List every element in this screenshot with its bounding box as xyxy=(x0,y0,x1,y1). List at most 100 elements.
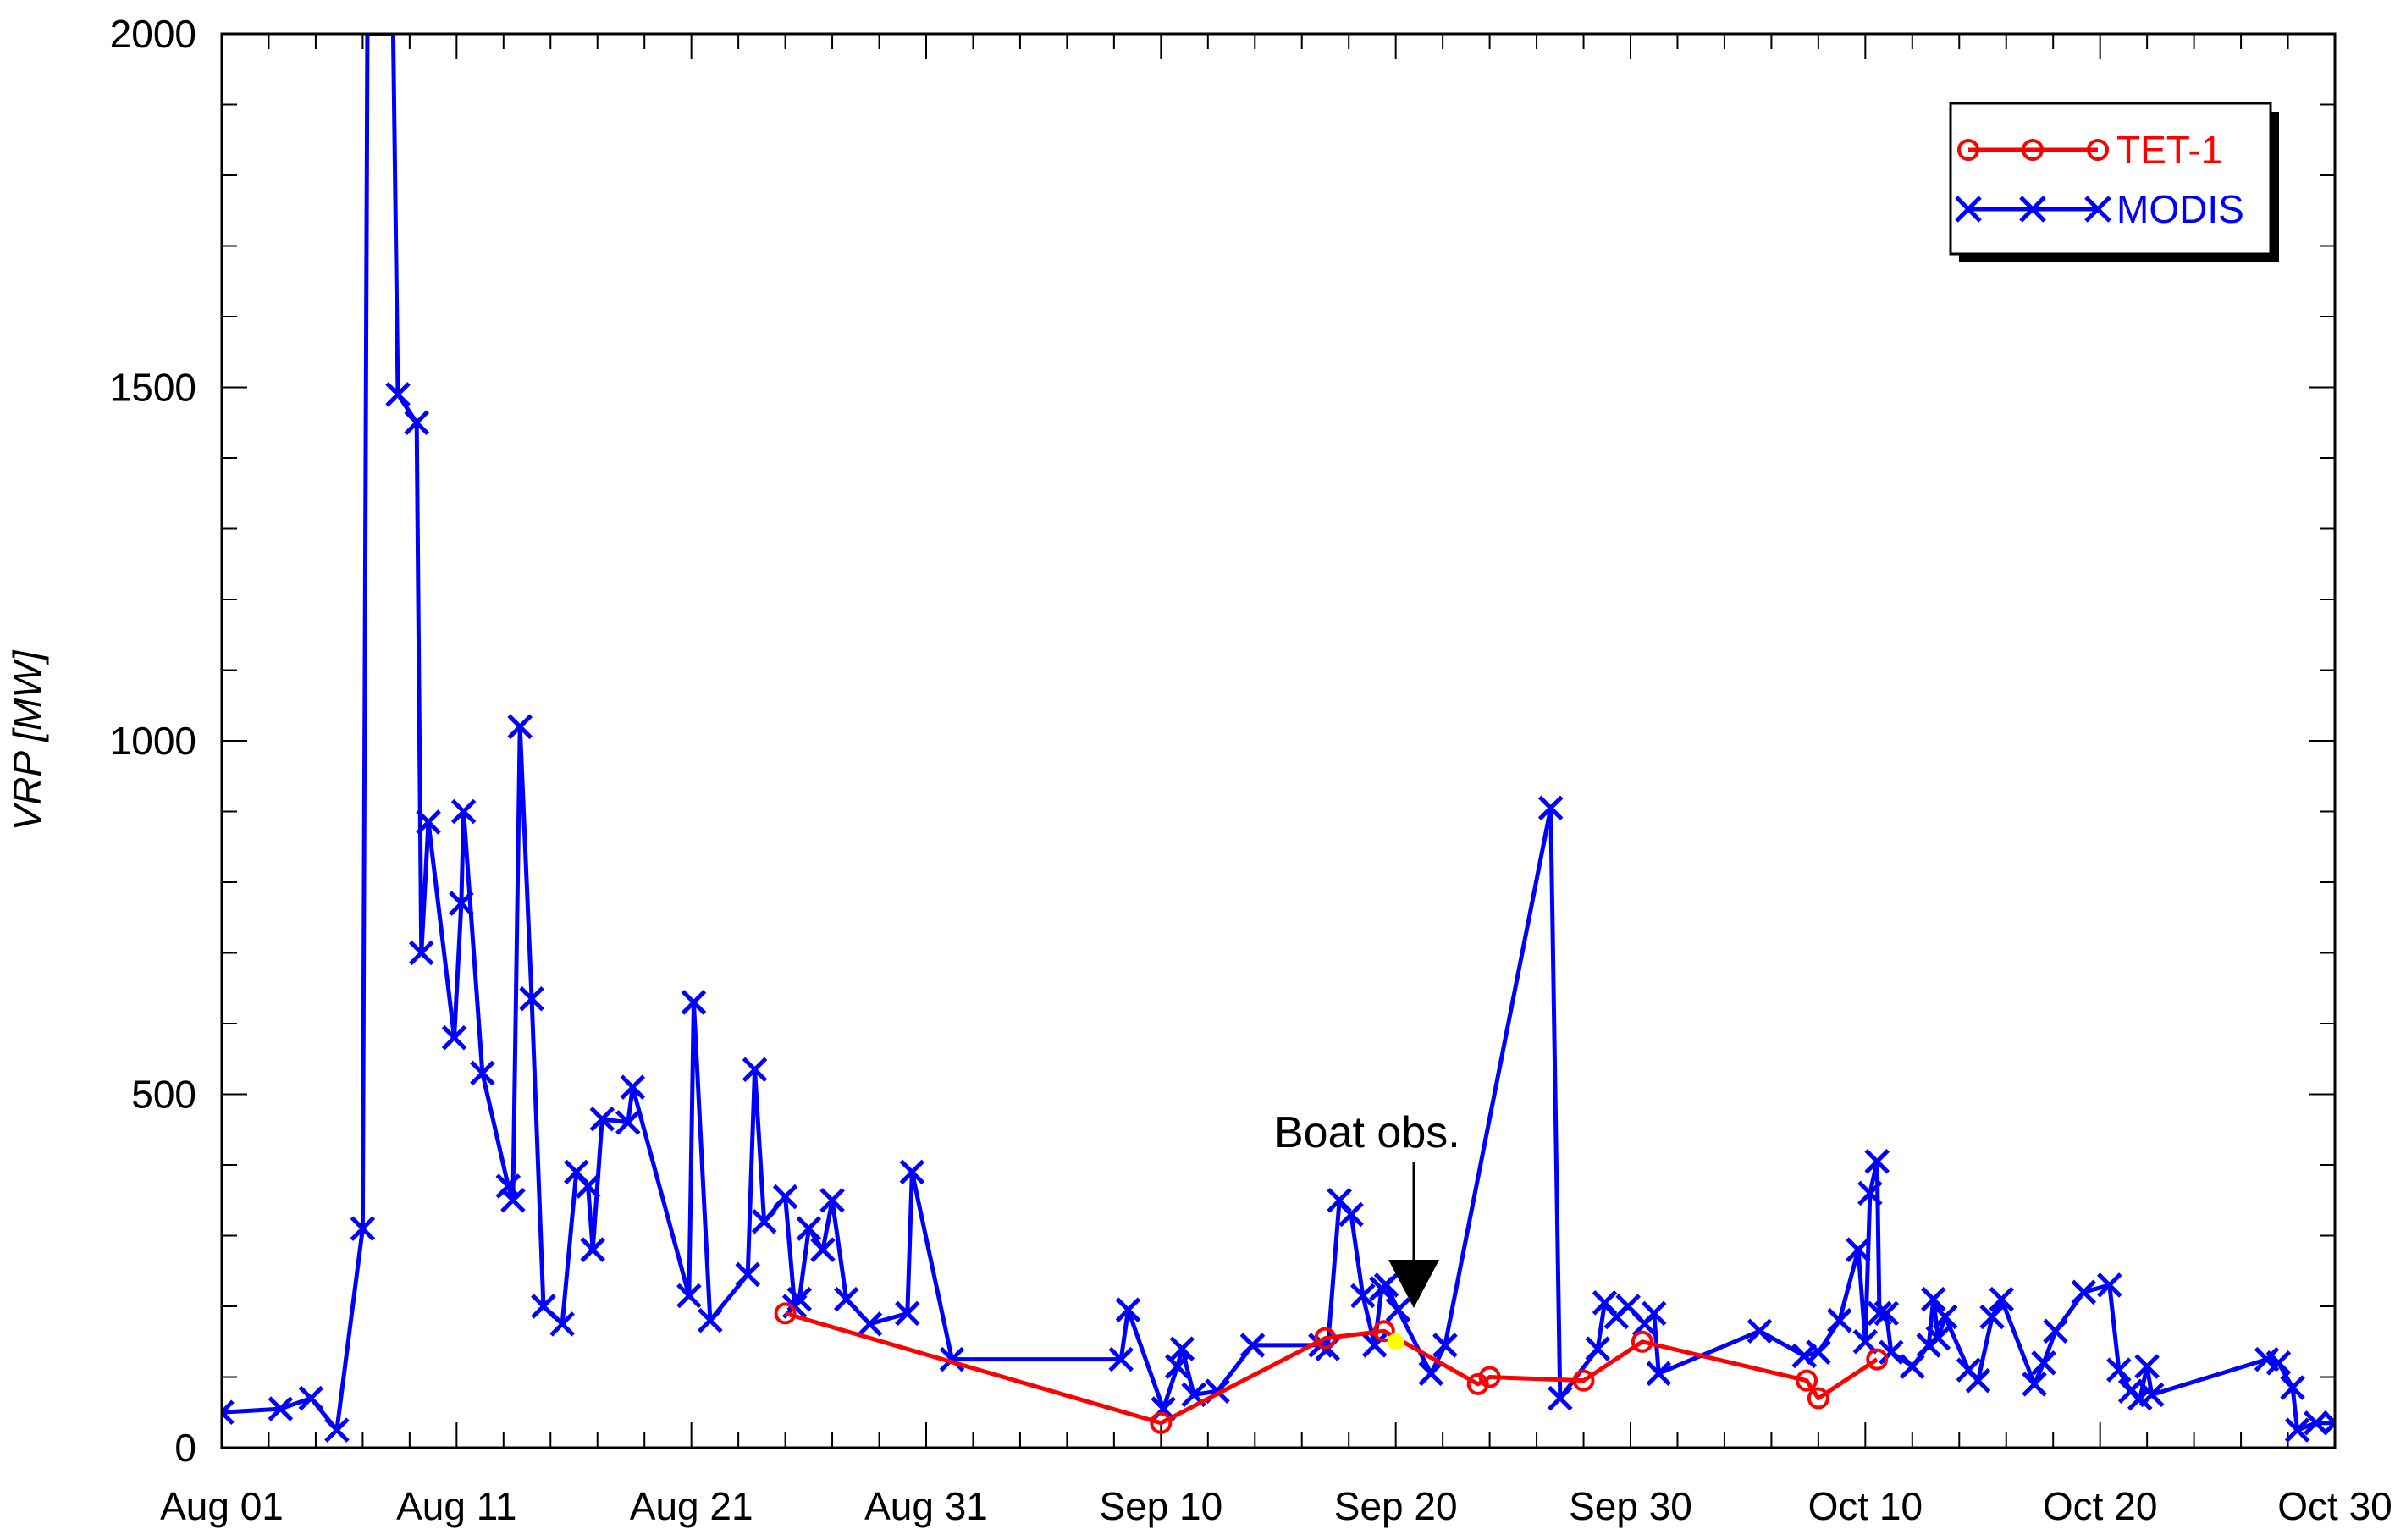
modis-point xyxy=(324,1417,350,1443)
modis-point xyxy=(1169,1336,1195,1361)
modis-point xyxy=(1641,1300,1667,1327)
x-tick-label: Aug 21 xyxy=(630,1484,753,1528)
modis-point xyxy=(1965,1367,1991,1394)
legend-item-modis: MODIS xyxy=(1955,187,2244,231)
modis-point xyxy=(1646,1361,1672,1387)
legend-modis-label: MODIS xyxy=(2116,187,2244,231)
annotation-label: Boat obs. xyxy=(1274,1108,1460,1157)
legend: TET-1 MODIS xyxy=(1949,102,2279,262)
modis-point xyxy=(589,1106,615,1132)
tet1-line xyxy=(784,1311,1879,1426)
modis-point xyxy=(1920,1286,1946,1312)
modis-point xyxy=(1864,1149,1890,1174)
modis-point xyxy=(1989,1286,2014,1312)
modis-point xyxy=(895,1300,920,1327)
modis-point xyxy=(1827,1307,1852,1333)
x-tick-label: Aug 31 xyxy=(864,1484,988,1528)
modis-point xyxy=(222,1399,235,1426)
modis-point xyxy=(495,1173,521,1199)
modis-point xyxy=(350,1216,376,1241)
modis-point xyxy=(2043,1318,2068,1344)
y-tick-label: 1500 xyxy=(110,366,196,410)
modis-point xyxy=(1867,1300,1892,1327)
modis-point xyxy=(1857,1180,1883,1206)
legend-tet1-marker xyxy=(2022,139,2044,161)
modis-point xyxy=(385,382,411,407)
modis-point xyxy=(580,1237,605,1262)
modis-point xyxy=(2096,1272,2122,1298)
y-tick-labels: 0 500 1000 1500 2000 xyxy=(110,12,196,1470)
legend-tet1-marker xyxy=(2087,139,2109,161)
x-tick-label: Sep 10 xyxy=(1099,1484,1222,1528)
modis-point xyxy=(1925,1325,1951,1351)
modis-point xyxy=(2322,1410,2335,1436)
y-tick-label: 0 xyxy=(174,1426,196,1470)
modis-point xyxy=(857,1311,883,1337)
modis-point xyxy=(742,1057,768,1083)
boat-obs-annotation: Boat obs. xyxy=(1274,1108,1460,1308)
y-tick-label: 2000 xyxy=(110,12,196,56)
modis-point xyxy=(449,891,474,916)
modis-line xyxy=(222,34,2335,1432)
plot-frame xyxy=(220,32,2337,1449)
modis-point xyxy=(819,1187,845,1213)
modis-point xyxy=(1846,1237,1871,1262)
legend-tet1-marker xyxy=(1957,139,1979,161)
modis-point xyxy=(1164,1354,1190,1379)
modis-point xyxy=(450,798,477,825)
series-modis xyxy=(222,34,2335,1443)
tet1-point xyxy=(774,1302,797,1325)
modis-point xyxy=(1979,1304,2005,1330)
modis-point xyxy=(2106,1357,2132,1383)
modis-point xyxy=(1350,1283,1376,1309)
modis-point xyxy=(620,1074,646,1100)
annotation-arrow-head xyxy=(1388,1260,1439,1308)
modis-point xyxy=(1338,1201,1364,1228)
legend-item-tet1: TET-1 xyxy=(1957,128,2222,172)
tet1-point xyxy=(1866,1348,1889,1371)
modis-point xyxy=(2022,1372,2047,1397)
modis-point xyxy=(1852,1328,1879,1355)
series-tet1 xyxy=(774,1302,1889,1434)
modis-point xyxy=(1115,1297,1141,1322)
modis-point xyxy=(2280,1375,2305,1400)
x-tick-label: Oct 30 xyxy=(2277,1484,2392,1528)
modis-point xyxy=(2304,1410,2329,1436)
x-tick-label: Oct 10 xyxy=(1808,1484,1923,1528)
modis-point xyxy=(1932,1304,1958,1330)
modis-point xyxy=(268,1396,294,1421)
modis-point xyxy=(2265,1350,2292,1376)
modis-point xyxy=(2138,1382,2165,1408)
tet1-point xyxy=(1807,1387,1829,1410)
modis-point xyxy=(2284,1417,2310,1443)
modis-point xyxy=(470,1060,495,1086)
modis-point xyxy=(408,940,434,966)
x-tick-label: Sep 20 xyxy=(1334,1484,1458,1528)
x-tick-label: Aug 11 xyxy=(396,1484,516,1528)
tet1-point xyxy=(1631,1330,1653,1353)
modis-point xyxy=(441,1024,467,1051)
modis-point xyxy=(549,1311,575,1337)
modis-point xyxy=(416,809,441,835)
modis-point xyxy=(575,1173,601,1199)
modis-point xyxy=(2134,1354,2160,1379)
modis-point xyxy=(1108,1346,1134,1372)
x-tick-label: Aug 01 xyxy=(160,1484,284,1528)
modis-point xyxy=(1239,1333,1266,1358)
modis-point xyxy=(899,1159,925,1185)
tet1-point xyxy=(1150,1411,1173,1434)
x-tick-label: Oct 20 xyxy=(2043,1484,2158,1528)
modis-point xyxy=(1806,1339,1831,1366)
y-axis-title: VRP [MW] xyxy=(5,649,49,831)
x-tick-label: Sep 30 xyxy=(1569,1484,1692,1528)
modis-point xyxy=(507,714,533,740)
modis-point xyxy=(1432,1333,1458,1358)
modis-point xyxy=(1361,1333,1388,1358)
modis-point xyxy=(698,1307,723,1333)
tet1-point xyxy=(1466,1372,1489,1395)
y-tick-label: 1000 xyxy=(110,719,196,763)
tet1-point xyxy=(1372,1320,1395,1343)
modis-point xyxy=(810,1237,836,1262)
modis-point xyxy=(500,1187,526,1213)
modis-point xyxy=(615,1110,641,1135)
